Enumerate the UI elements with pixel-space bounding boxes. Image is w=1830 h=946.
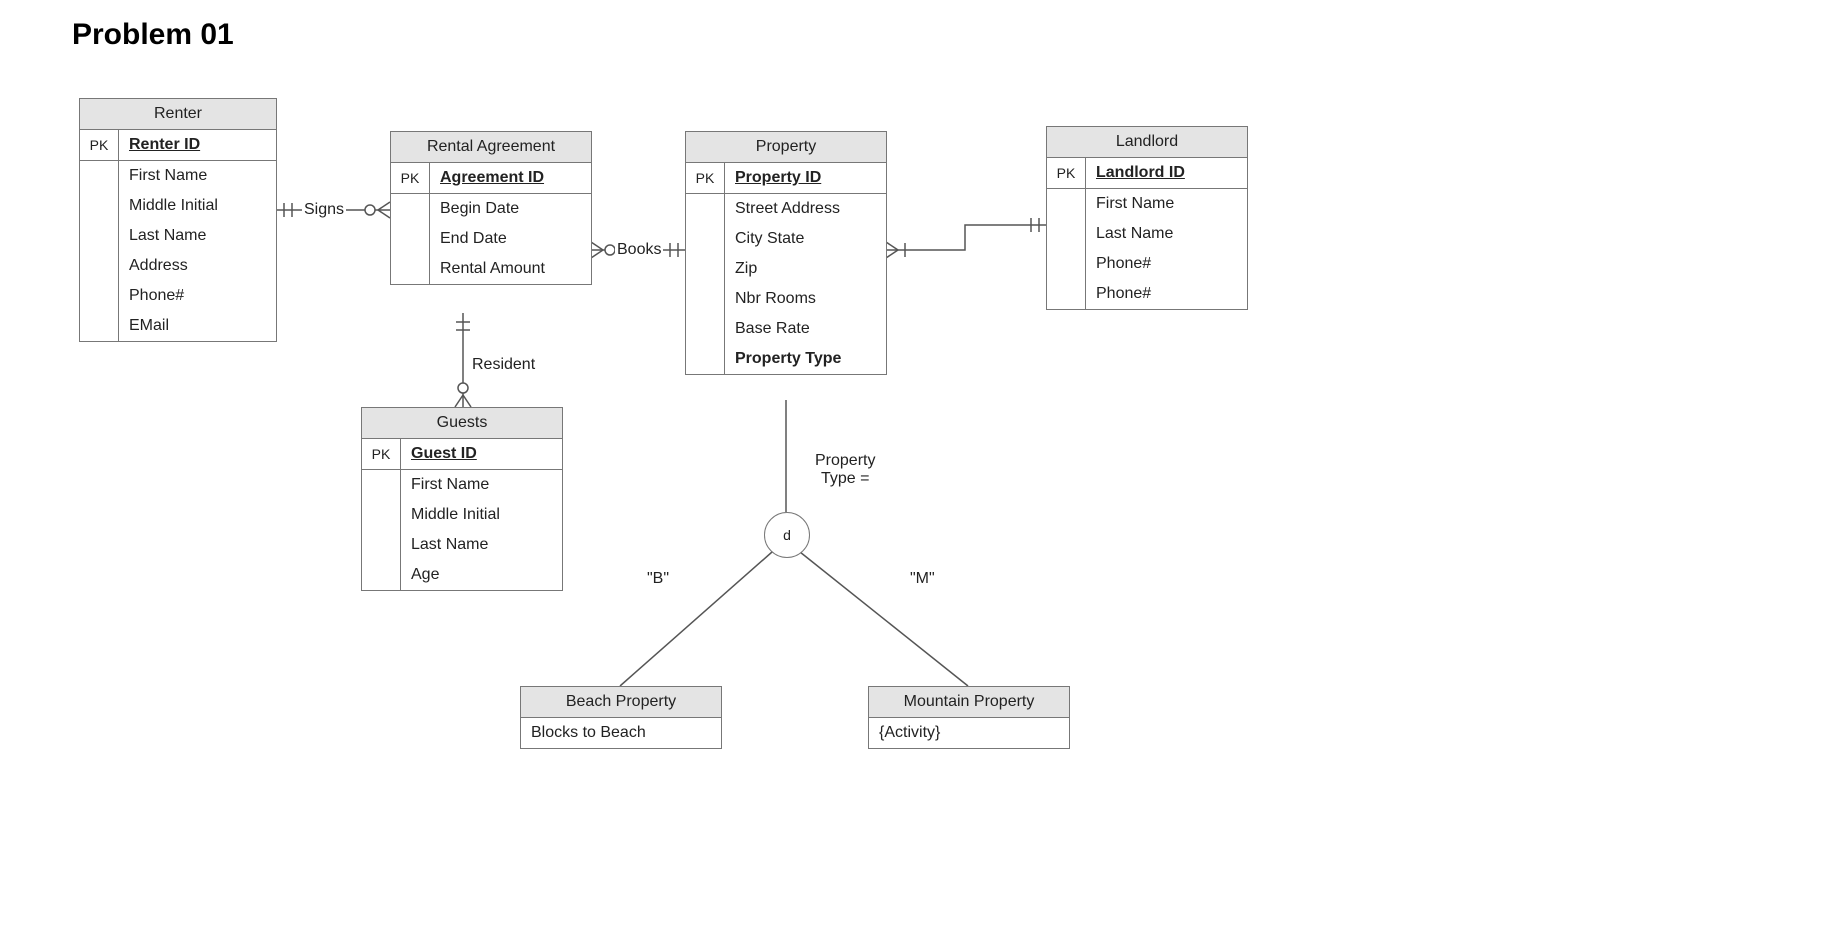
pk-gutter: [1047, 189, 1086, 309]
entity-header: Rental Agreement: [391, 132, 591, 163]
attr: Phone#: [1086, 279, 1247, 309]
entity-body: First Name Last Name Phone# Phone#: [1047, 189, 1247, 309]
attr: Age: [401, 560, 562, 590]
entity-header: Mountain Property: [869, 687, 1069, 718]
attr: Middle Initial: [119, 191, 276, 221]
entity-guests: Guests PK Guest ID First Name Middle Ini…: [361, 407, 563, 591]
attr: City State: [725, 224, 886, 254]
pk-gutter: [686, 194, 725, 374]
pk-label: PK: [1047, 158, 1086, 188]
attr: First Name: [401, 470, 562, 500]
attr: First Name: [119, 161, 276, 191]
attr-list: Begin Date End Date Rental Amount: [430, 194, 591, 284]
attr: Street Address: [725, 194, 886, 224]
pk-row: PK Renter ID: [80, 130, 276, 161]
subtype-label-b: "B": [645, 570, 671, 588]
attr: Zip: [725, 254, 886, 284]
entity-mountain-property: Mountain Property {Activity}: [868, 686, 1070, 749]
attr-list: First Name Middle Initial Last Name Age: [401, 470, 562, 590]
entity-header: Guests: [362, 408, 562, 439]
attr: Phone#: [1086, 249, 1247, 279]
entity-landlord: Landlord PK Landlord ID First Name Last …: [1046, 126, 1248, 310]
attr: First Name: [1086, 189, 1247, 219]
page-title: Problem 01: [72, 18, 234, 52]
attr: Base Rate: [725, 314, 886, 344]
attr-list: First Name Last Name Phone# Phone#: [1086, 189, 1247, 309]
pk-name: Renter ID: [119, 130, 276, 160]
pk-label: PK: [80, 130, 119, 160]
attr: Last Name: [1086, 219, 1247, 249]
attr: Rental Amount: [430, 254, 591, 284]
entity-body: First Name Middle Initial Last Name Age: [362, 470, 562, 590]
entity-header: Property: [686, 132, 886, 163]
discriminator-label: Property Type =: [813, 452, 877, 488]
entity-renter: Renter PK Renter ID First Name Middle In…: [79, 98, 277, 342]
er-diagram: Problem 01: [0, 0, 1830, 946]
attr: Nbr Rooms: [725, 284, 886, 314]
attr: Property Type: [725, 344, 886, 374]
pk-gutter: [362, 470, 401, 590]
subtype-label-m: "M": [908, 570, 937, 588]
pk-label: PK: [362, 439, 401, 469]
entity-header: Beach Property: [521, 687, 721, 718]
attr: Address: [119, 251, 276, 281]
pk-row: PK Landlord ID: [1047, 158, 1247, 189]
rel-label-signs: Signs: [302, 201, 346, 219]
entity-header: Renter: [80, 99, 276, 130]
pk-name: Guest ID: [401, 439, 562, 469]
pk-gutter: [80, 161, 119, 341]
attr: {Activity}: [869, 718, 1069, 748]
pk-label: PK: [391, 163, 430, 193]
rel-label-books: Books: [615, 241, 663, 259]
pk-name: Property ID: [725, 163, 886, 193]
attr: Begin Date: [430, 194, 591, 224]
attr-list: Street Address City State Zip Nbr Rooms …: [725, 194, 886, 374]
entity-beach-property: Beach Property Blocks to Beach: [520, 686, 722, 749]
pk-name: Landlord ID: [1086, 158, 1247, 188]
attr-list: First Name Middle Initial Last Name Addr…: [119, 161, 276, 341]
attr: End Date: [430, 224, 591, 254]
attr: Last Name: [119, 221, 276, 251]
attr: Middle Initial: [401, 500, 562, 530]
pk-row: PK Guest ID: [362, 439, 562, 470]
attr: Blocks to Beach: [521, 718, 721, 748]
entity-property: Property PK Property ID Street Address C…: [685, 131, 887, 375]
pk-gutter: [391, 194, 430, 284]
attr: Phone#: [119, 281, 276, 311]
entity-header: Landlord: [1047, 127, 1247, 158]
specialization-circle: d: [764, 512, 810, 558]
pk-label: PK: [686, 163, 725, 193]
rel-label-resident: Resident: [470, 356, 537, 374]
pk-name: Agreement ID: [430, 163, 591, 193]
attr: Last Name: [401, 530, 562, 560]
entity-rental-agreement: Rental Agreement PK Agreement ID Begin D…: [390, 131, 592, 285]
entity-body: Begin Date End Date Rental Amount: [391, 194, 591, 284]
attr: EMail: [119, 311, 276, 341]
entity-body: First Name Middle Initial Last Name Addr…: [80, 161, 276, 341]
pk-row: PK Property ID: [686, 163, 886, 194]
pk-row: PK Agreement ID: [391, 163, 591, 194]
entity-body: Street Address City State Zip Nbr Rooms …: [686, 194, 886, 374]
